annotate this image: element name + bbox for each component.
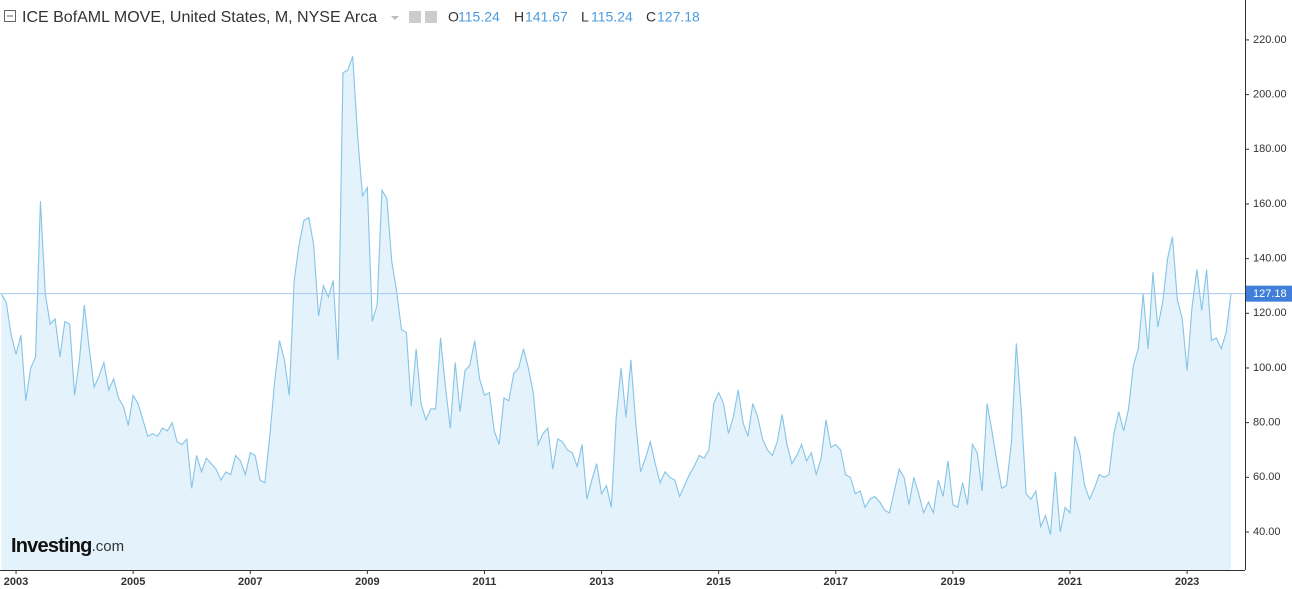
y-tick-label: 220.00 [1253,34,1287,46]
x-tick-label: 2009 [355,576,379,588]
close-value: 127.18 [657,9,700,25]
x-tick-label: 2013 [589,576,613,588]
high-value: 141.67 [525,9,568,25]
low-label: L [581,9,589,25]
x-tick-label: 2021 [1058,576,1082,588]
chart-title: ICE BofAML MOVE, United States, M, NYSE … [22,9,377,26]
area-fill [1,56,1231,570]
x-tick-label: 2017 [824,576,848,588]
x-tick-label: 2023 [1175,576,1199,588]
dropdown-caret[interactable] [391,16,399,20]
close-icon[interactable] [425,11,437,23]
low-value: 115.24 [591,9,633,25]
y-tick-label: 120.00 [1253,307,1287,319]
open-label: O [448,9,459,25]
logo: Investing.com [11,535,124,557]
price-label: 127.18 [1253,288,1287,300]
y-tick-label: 200.00 [1253,88,1287,100]
settings-icon[interactable] [409,11,421,23]
plot [0,56,1232,570]
logo-brand: Investing [11,535,92,557]
x-tick-label: 2019 [941,576,965,588]
close-label: C [646,9,656,25]
x-tick-label: 2003 [4,576,28,588]
line [0,56,1232,535]
x-tick-label: 2015 [706,576,730,588]
x-tick-label: 2011 [473,576,497,588]
x-tick-label: 2007 [238,576,262,588]
y-tick-label: 160.00 [1253,198,1287,210]
y-tick-label: 100.00 [1253,362,1287,374]
y-tick-label: 140.00 [1253,253,1287,265]
y-tick-label: 60.00 [1253,471,1281,483]
open-value: 115.24 [458,9,500,25]
x-tick-label: 2005 [121,576,145,588]
y-tick-label: 180.00 [1253,143,1287,155]
logo-suffix: .com [92,538,125,555]
y-tick-label: 80.00 [1253,417,1281,429]
high-label: H [514,9,524,25]
price-badge [1246,285,1292,302]
y-tick-label: 40.00 [1253,526,1281,538]
